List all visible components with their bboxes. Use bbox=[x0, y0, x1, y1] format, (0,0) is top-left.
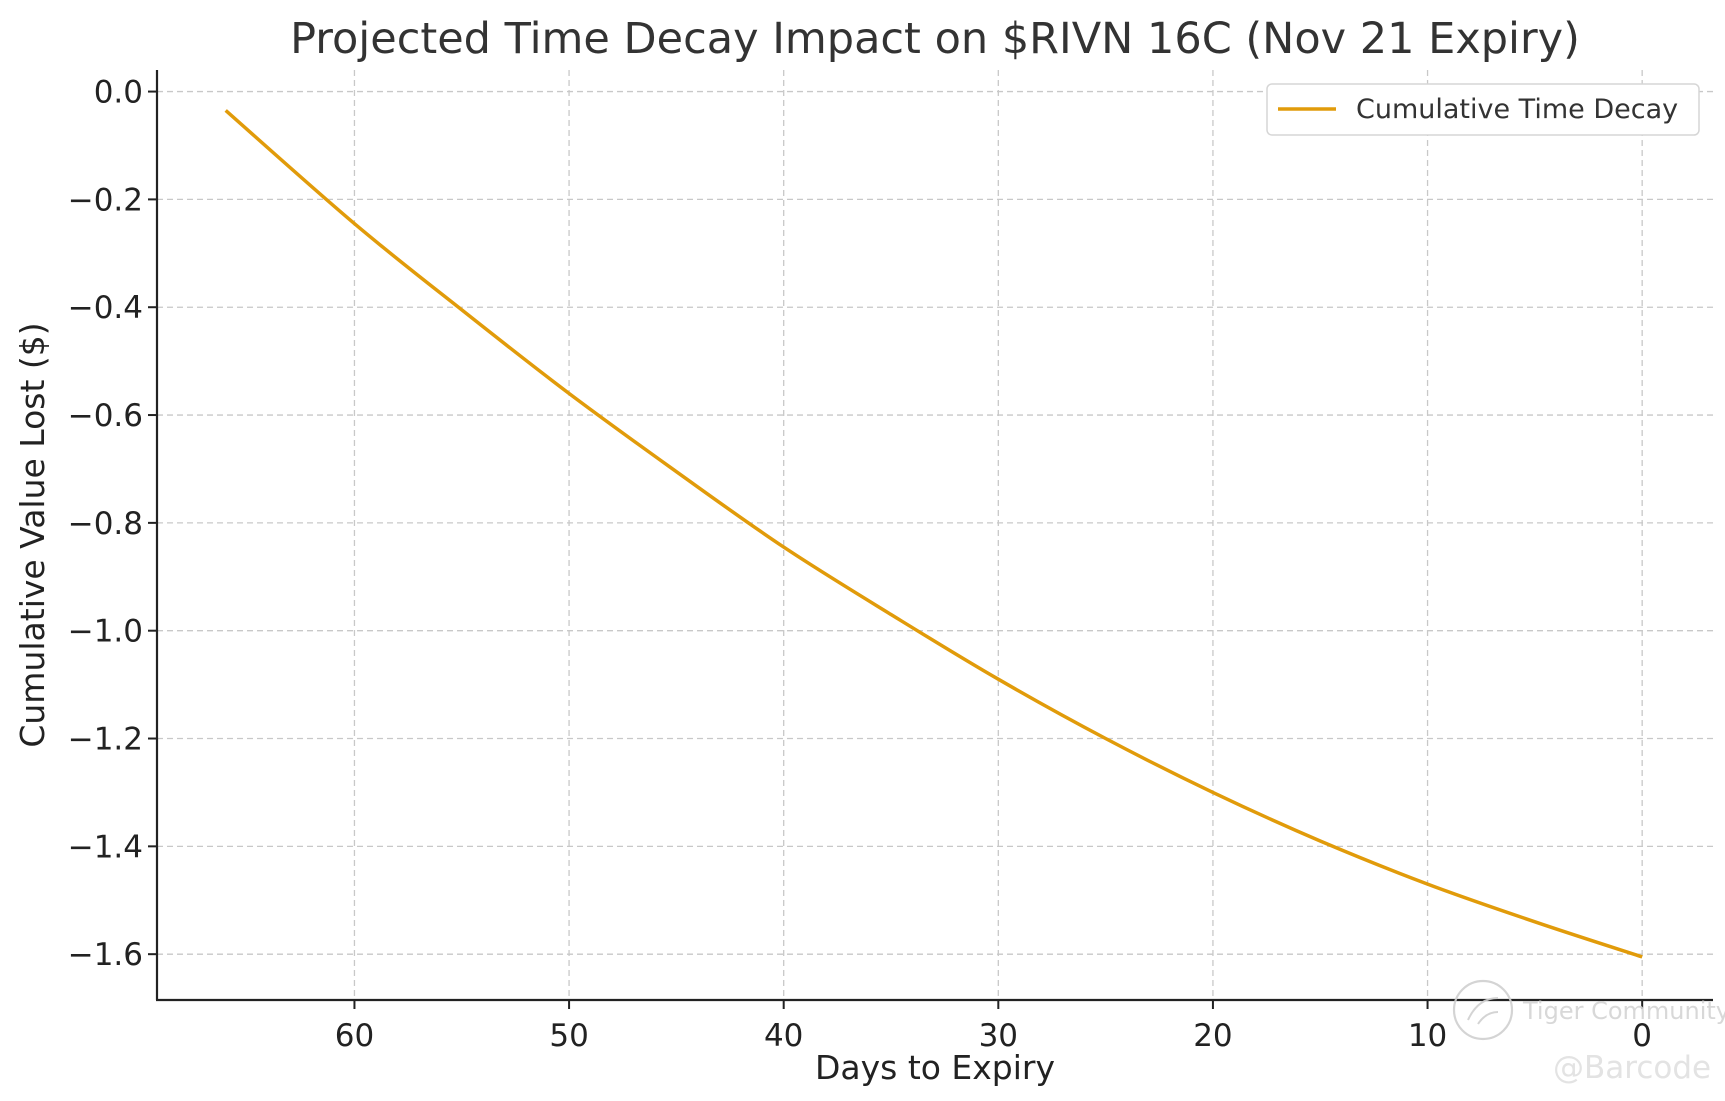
legend: Cumulative Time Decay bbox=[1266, 83, 1700, 136]
tick-layer: 60 50 40 30 20 10 0 0.0 −0.2 −0.4 −0.6 −0.8 −1.0 −1.2… bbox=[68, 75, 1652, 1054]
series-layer bbox=[224, 109, 1643, 959]
grid-layer bbox=[157, 70, 1713, 1000]
watermark-handle: @Barcode bbox=[1553, 1050, 1711, 1086]
y-tick-label: −1.4 bbox=[68, 829, 143, 865]
x-tick-label: 30 bbox=[979, 1018, 1018, 1054]
x-tick-label: 0 bbox=[1632, 1018, 1652, 1054]
x-axis-label: Days to Expiry bbox=[815, 1048, 1055, 1087]
y-tick-label: −0.6 bbox=[68, 398, 143, 434]
y-tick-label: −1.0 bbox=[68, 614, 143, 650]
x-tick-label: 50 bbox=[549, 1018, 588, 1054]
watermark-brand: Tiger Community bbox=[1522, 997, 1725, 1025]
tiger-logo-icon bbox=[1452, 979, 1514, 1041]
y-tick-label: −1.6 bbox=[68, 937, 143, 973]
series-line-cumulative-time-decay bbox=[224, 109, 1643, 959]
tiger-logo-mark bbox=[1467, 997, 1499, 1025]
legend-label: Cumulative Time Decay bbox=[1356, 94, 1678, 125]
x-tick-label: 40 bbox=[764, 1018, 803, 1054]
x-tick-label: 20 bbox=[1193, 1018, 1232, 1054]
y-axis-label: Cumulative Value Lost ($) bbox=[13, 322, 52, 747]
y-tick-label: −0.8 bbox=[68, 506, 143, 542]
y-tick-label: −0.2 bbox=[68, 182, 143, 218]
legend-box bbox=[1266, 83, 1700, 136]
chart-title: Projected Time Decay Impact on $RIVN 16C… bbox=[290, 14, 1580, 64]
watermark: Tiger Community @Barcode bbox=[1452, 979, 1725, 1086]
y-tick-label: 0.0 bbox=[94, 75, 143, 111]
y-tick-label: −0.4 bbox=[68, 290, 143, 326]
x-tick-label: 10 bbox=[1408, 1018, 1447, 1054]
y-tick-label: −1.2 bbox=[68, 722, 143, 758]
x-tick-label: 60 bbox=[335, 1018, 374, 1054]
